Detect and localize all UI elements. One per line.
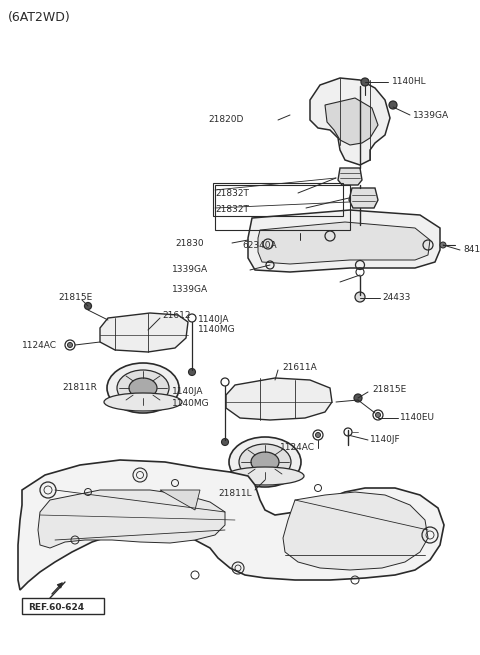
Text: 1140JA: 1140JA bbox=[172, 388, 204, 396]
Text: 21815E: 21815E bbox=[58, 293, 92, 301]
Text: 1140JF: 1140JF bbox=[370, 436, 401, 445]
Polygon shape bbox=[338, 168, 362, 185]
Text: 1140EU: 1140EU bbox=[400, 413, 435, 422]
Polygon shape bbox=[160, 490, 200, 510]
Text: 1140JA: 1140JA bbox=[198, 316, 229, 324]
Circle shape bbox=[354, 394, 362, 402]
Polygon shape bbox=[248, 210, 440, 272]
Text: 24433: 24433 bbox=[382, 293, 410, 303]
Circle shape bbox=[355, 292, 365, 302]
Circle shape bbox=[68, 343, 72, 348]
Polygon shape bbox=[310, 78, 390, 165]
Polygon shape bbox=[38, 490, 225, 548]
Polygon shape bbox=[325, 98, 378, 145]
Polygon shape bbox=[100, 313, 188, 352]
Ellipse shape bbox=[229, 437, 301, 487]
Text: 21830: 21830 bbox=[175, 238, 204, 248]
Text: 1339GA: 1339GA bbox=[172, 286, 208, 295]
Text: 1140MG: 1140MG bbox=[172, 398, 210, 407]
Circle shape bbox=[440, 242, 446, 248]
Ellipse shape bbox=[104, 393, 182, 411]
Ellipse shape bbox=[239, 444, 291, 480]
Bar bbox=[213, 183, 343, 216]
Text: 1124AC: 1124AC bbox=[280, 443, 315, 453]
Circle shape bbox=[221, 438, 228, 445]
Circle shape bbox=[189, 369, 195, 375]
Text: 21832T: 21832T bbox=[215, 189, 249, 198]
Ellipse shape bbox=[226, 467, 304, 485]
Text: 21832T: 21832T bbox=[215, 206, 249, 214]
Ellipse shape bbox=[251, 452, 279, 472]
Circle shape bbox=[315, 432, 321, 438]
Text: 21815E: 21815E bbox=[372, 386, 406, 394]
Polygon shape bbox=[349, 188, 378, 208]
Text: 62340A: 62340A bbox=[242, 240, 276, 250]
Text: 21612: 21612 bbox=[162, 310, 191, 320]
Text: 1339GA: 1339GA bbox=[413, 111, 449, 119]
Circle shape bbox=[361, 78, 369, 86]
Text: 84149B: 84149B bbox=[463, 246, 480, 255]
Text: 21811R: 21811R bbox=[62, 383, 97, 392]
Polygon shape bbox=[18, 460, 444, 590]
Ellipse shape bbox=[129, 378, 157, 398]
Circle shape bbox=[84, 303, 92, 310]
Polygon shape bbox=[226, 378, 332, 420]
Bar bbox=[22, 598, 104, 614]
Text: 21820D: 21820D bbox=[208, 115, 243, 124]
Text: 1140MG: 1140MG bbox=[198, 326, 236, 335]
Text: 1339GA: 1339GA bbox=[172, 265, 208, 274]
Bar bbox=[215, 185, 350, 230]
Text: 1124AC: 1124AC bbox=[22, 341, 57, 350]
Polygon shape bbox=[258, 222, 430, 264]
Polygon shape bbox=[283, 492, 428, 570]
Text: 21611A: 21611A bbox=[282, 364, 317, 373]
Text: 21811L: 21811L bbox=[218, 489, 252, 498]
Text: (6AT2WD): (6AT2WD) bbox=[8, 12, 71, 24]
Text: 1140HL: 1140HL bbox=[392, 77, 427, 86]
Text: REF.60-624: REF.60-624 bbox=[28, 603, 84, 612]
Ellipse shape bbox=[117, 370, 169, 406]
Circle shape bbox=[375, 413, 381, 417]
Circle shape bbox=[389, 101, 397, 109]
Ellipse shape bbox=[107, 363, 179, 413]
